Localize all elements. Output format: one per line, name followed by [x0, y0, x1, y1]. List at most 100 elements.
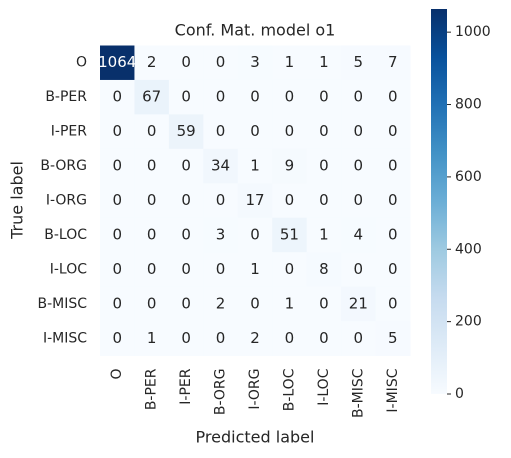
x-tick-label: I-PER [178, 368, 194, 404]
cell [168, 183, 204, 219]
cell [272, 217, 308, 253]
cell [375, 217, 411, 253]
cell [237, 321, 273, 356]
cell [375, 79, 411, 115]
cell [341, 45, 377, 81]
cell-label: 0 [181, 329, 191, 347]
cell-label: 0 [285, 329, 295, 347]
cell-label: 0 [216, 122, 226, 140]
cell-label: 0 [112, 191, 122, 209]
cell [306, 148, 342, 184]
cell [168, 321, 204, 356]
cell-label: 0 [250, 225, 260, 243]
cell [237, 79, 273, 115]
cell-label: 0 [181, 260, 191, 278]
cell [203, 45, 239, 81]
cell [341, 321, 377, 356]
cell-label: 0 [354, 329, 364, 347]
cell-label: 1 [319, 225, 329, 243]
y-tick-label: I-PER [51, 124, 87, 140]
cell [134, 114, 170, 150]
cell-label: 0 [147, 122, 157, 140]
cell-label: 0 [181, 53, 191, 71]
cell-label: 59 [177, 122, 196, 140]
cell-label: 0 [319, 122, 329, 140]
cell-label: 51 [280, 225, 299, 243]
cell-label: 0 [388, 294, 398, 312]
cell [168, 252, 204, 288]
cell-label: 0 [112, 225, 122, 243]
cell [168, 79, 204, 115]
cell [375, 321, 411, 356]
cell [375, 148, 411, 184]
cell-label: 9 [285, 157, 295, 175]
cell-label: 0 [147, 260, 157, 278]
x-tick-label: B-PER [144, 368, 160, 410]
cell-label: 0 [216, 53, 226, 71]
colorbar-tick-label: 0 [455, 386, 464, 402]
cell [134, 183, 170, 219]
y-tick-label: B-MISC [37, 296, 87, 312]
cell-label: 1 [319, 53, 329, 71]
cell [341, 183, 377, 219]
cell [341, 79, 377, 115]
cell-label: 0 [112, 329, 122, 347]
cell [100, 183, 135, 219]
cell [168, 217, 204, 253]
chart-title: Conf. Mat. model o1 [175, 21, 336, 40]
cell-label: 0 [250, 88, 260, 106]
cell [100, 79, 135, 115]
cell [100, 148, 135, 184]
cell [306, 79, 342, 115]
cell [134, 45, 170, 81]
cell [272, 114, 308, 150]
cell [375, 114, 411, 150]
cell [100, 217, 135, 253]
cell-label: 0 [250, 122, 260, 140]
cell [100, 114, 135, 150]
x-tick-label: B-MISC [350, 368, 366, 418]
cell [134, 252, 170, 288]
cell-label: 3 [250, 53, 260, 71]
y-tick-label: I-LOC [50, 261, 88, 277]
cell-label: 0 [388, 225, 398, 243]
cell-label: 0 [181, 294, 191, 312]
cell-label: 1 [285, 53, 295, 71]
cell [237, 45, 273, 81]
y-tick-label: B-PER [45, 89, 87, 105]
y-tick-label: I-ORG [46, 193, 87, 209]
y-tick-label: O [76, 55, 87, 71]
cell [237, 286, 273, 322]
cell [203, 286, 239, 322]
y-tick-label: I-MISC [43, 330, 87, 346]
cell-label: 0 [388, 260, 398, 278]
cell-label: 0 [112, 260, 122, 278]
cell [168, 148, 204, 184]
cell-label: 0 [319, 157, 329, 175]
cell-label: 21 [349, 294, 368, 312]
cell [272, 183, 308, 219]
cell-label: 2 [147, 53, 157, 71]
cell-label: 0 [354, 260, 364, 278]
colorbar-tick-label: 800 [455, 97, 482, 113]
cell-label: 0 [285, 88, 295, 106]
cell-label: 2 [216, 294, 226, 312]
cell-label: 5 [354, 53, 364, 71]
cell [100, 45, 135, 81]
cell [168, 286, 204, 322]
colorbar-tick-label: 400 [455, 241, 482, 257]
cell-label: 0 [216, 260, 226, 278]
cell [203, 114, 239, 150]
cell-label: 0 [388, 157, 398, 175]
cell-label: 8 [319, 260, 329, 278]
cell [272, 321, 308, 356]
x-tick-label: O [109, 369, 125, 380]
cell [375, 183, 411, 219]
cell [134, 321, 170, 356]
cell [203, 321, 239, 356]
colorbar-tick-label: 1000 [455, 24, 491, 40]
cell [203, 183, 239, 219]
cell-label: 5 [388, 329, 398, 347]
cell [341, 148, 377, 184]
cell-label: 0 [147, 191, 157, 209]
